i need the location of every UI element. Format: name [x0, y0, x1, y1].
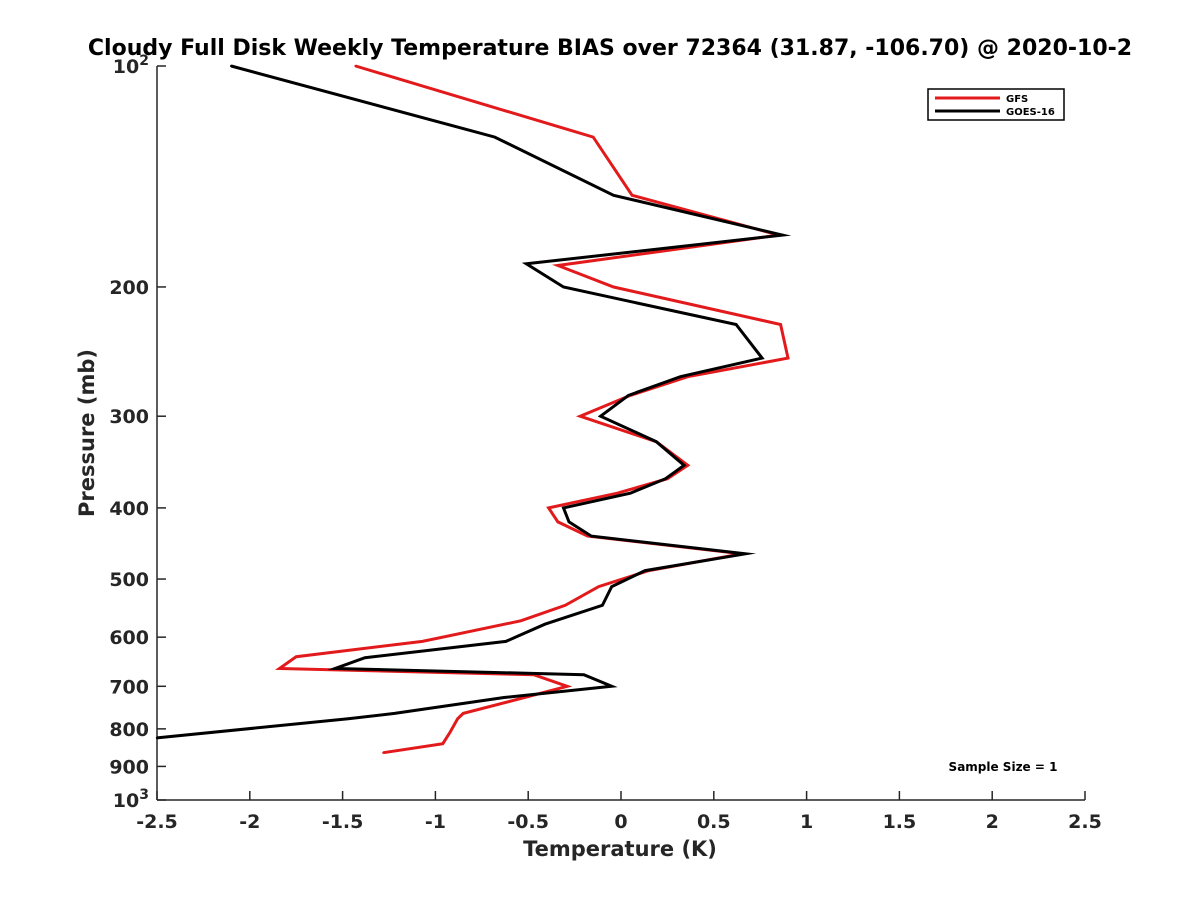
y-tick-label: 700 — [109, 676, 149, 698]
data-point — [627, 394, 630, 397]
data-point — [393, 712, 396, 715]
data-point — [655, 440, 658, 443]
x-tick-label: 1 — [800, 811, 813, 833]
data-point — [562, 506, 565, 510]
data-point — [664, 477, 667, 480]
data-point — [744, 552, 747, 555]
data-point — [760, 356, 764, 360]
data-point — [456, 717, 459, 720]
data-point — [599, 415, 602, 418]
legend-label: GOES-16 — [1006, 107, 1055, 118]
data-point — [462, 712, 465, 715]
data-point — [590, 534, 593, 538]
y-tick-label: 200 — [109, 277, 149, 299]
y-tick-label: 103 — [113, 787, 149, 812]
series-layer — [155, 64, 792, 755]
data-point — [616, 492, 619, 495]
data-point — [630, 194, 634, 197]
data-point — [564, 604, 567, 607]
data-point — [525, 262, 528, 265]
plot-axes: -2.5 -2 -1.5 -1 -0.5 0 0.5 1 1.5 2 2.5102200300400… — [109, 53, 1102, 833]
x-tick-label: -2 — [239, 811, 260, 833]
series-line — [156, 64, 792, 740]
x-tick-label: 0.5 — [697, 811, 731, 833]
data-point — [493, 135, 496, 139]
data-point — [230, 64, 233, 68]
series-goes-16 — [155, 64, 792, 740]
data-point — [449, 730, 452, 734]
y-tick-label: 500 — [109, 569, 149, 591]
data-point — [547, 506, 550, 510]
y-tick-exponent: 3 — [139, 787, 149, 803]
x-tick-label: 2 — [986, 811, 999, 833]
data-point — [686, 464, 689, 467]
data-point — [334, 667, 337, 670]
data-point — [643, 569, 647, 572]
y-tick-label: 102 — [113, 53, 149, 78]
x-tick-label: 1.5 — [883, 811, 917, 833]
y-tick-label: 300 — [109, 406, 149, 428]
y-tick-label: 800 — [109, 719, 149, 741]
data-point — [421, 640, 424, 643]
legend-box — [927, 88, 1065, 121]
data-point — [567, 520, 571, 524]
data-point — [382, 751, 385, 754]
data-point — [504, 640, 508, 643]
data-point — [786, 356, 790, 360]
data-point — [347, 717, 350, 720]
data-point — [519, 619, 522, 622]
x-tick-label: -1.5 — [322, 811, 364, 833]
data-point — [562, 285, 565, 289]
data-point — [556, 520, 560, 524]
data-point — [679, 375, 682, 378]
y-tick-label: 400 — [109, 498, 149, 520]
data-point — [734, 323, 738, 326]
data-point — [295, 655, 298, 658]
data-point — [278, 667, 281, 670]
data-point — [682, 464, 686, 467]
x-tick-label: 2.5 — [1068, 811, 1102, 833]
x-tick-label: -0.5 — [507, 811, 549, 833]
y-tick-base: 10 — [113, 790, 139, 812]
x-tick-label: 0 — [614, 811, 627, 833]
data-point — [629, 492, 632, 495]
data-point — [601, 604, 604, 607]
data-point — [779, 323, 782, 326]
legend-label: GFS — [1006, 94, 1028, 105]
sample-size-annotation: Sample Size = 1 — [949, 760, 1058, 774]
data-point — [354, 64, 357, 68]
y-tick-exponent: 2 — [139, 53, 149, 69]
data-point — [597, 585, 600, 588]
data-point — [502, 696, 506, 699]
data-point — [363, 656, 367, 659]
data-point — [610, 585, 613, 588]
y-tick-label: 600 — [109, 627, 149, 649]
data-point — [612, 194, 615, 197]
data-point — [592, 135, 595, 139]
x-tick-label: -2.5 — [136, 811, 178, 833]
y-axis-label: Pressure (mb) — [75, 349, 99, 517]
chart-title: Cloudy Full Disk Weekly Temperature BIAS… — [88, 36, 1132, 61]
data-point — [612, 285, 615, 289]
data-point — [441, 742, 444, 745]
data-point — [543, 623, 547, 626]
data-point — [610, 685, 613, 688]
y-tick-label: 900 — [109, 756, 149, 778]
y-tick-base: 10 — [113, 56, 139, 78]
data-point — [155, 736, 159, 740]
data-point — [582, 673, 586, 676]
data-point — [566, 685, 569, 688]
legend: GFS GOES-16 — [927, 88, 1065, 121]
data-point — [781, 233, 784, 237]
x-axis-label: Temperature (K) — [523, 837, 717, 861]
data-point — [556, 264, 560, 267]
data-point — [579, 415, 582, 418]
x-tick-label: -1 — [425, 811, 446, 833]
